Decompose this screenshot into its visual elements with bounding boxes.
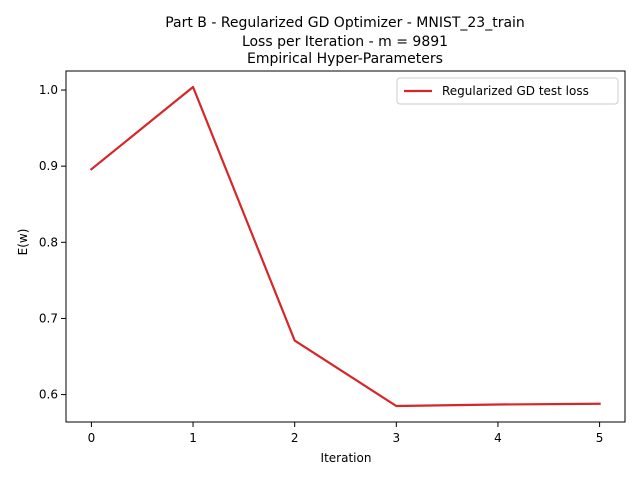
series-point	[598, 402, 601, 405]
chart-title-line-2: Loss per Iteration - m = 9891	[242, 34, 448, 50]
legend-box	[396, 77, 619, 105]
series-point	[395, 405, 398, 407]
y-tick-label: 0.8	[39, 235, 58, 249]
plot-area: 0 1 2 3 4 5 0.6 0.7 0.8 0.9 1.0	[39, 70, 626, 445]
y-tick-label: 0.9	[39, 159, 58, 173]
y-tick-label: 1.0	[39, 83, 58, 97]
series-point	[192, 86, 194, 88]
chart-legend: Regularized GD test loss	[396, 77, 619, 105]
x-tick-label: 2	[291, 431, 299, 445]
x-tick-label: 5	[596, 431, 604, 445]
chart-title-line-1: Part B - Regularized GD Optimizer - MNIS…	[165, 15, 525, 31]
plot-frame	[65, 70, 626, 423]
series-point	[497, 403, 499, 406]
x-tick-label: 1	[189, 431, 197, 445]
chart-title: Part B - Regularized GD Optimizer - MNIS…	[165, 15, 525, 67]
series-line-0	[89, 85, 601, 408]
chart-title-line-3: Empirical Hyper-Parameters	[247, 51, 443, 67]
y-axis-label: E(w)	[16, 229, 30, 256]
x-tick-label: 0	[88, 431, 96, 445]
y-tick-label: 0.6	[39, 388, 58, 402]
series-point	[90, 168, 93, 171]
y-tick-label: 0.7	[39, 311, 58, 325]
x-axis-label: Iteration	[321, 451, 372, 465]
x-tick-label: 3	[392, 431, 400, 445]
legend-entry-regularized-gd-test-loss: Regularized GD test loss	[442, 84, 589, 98]
x-tick-label: 4	[494, 431, 502, 445]
series-point	[293, 339, 296, 342]
